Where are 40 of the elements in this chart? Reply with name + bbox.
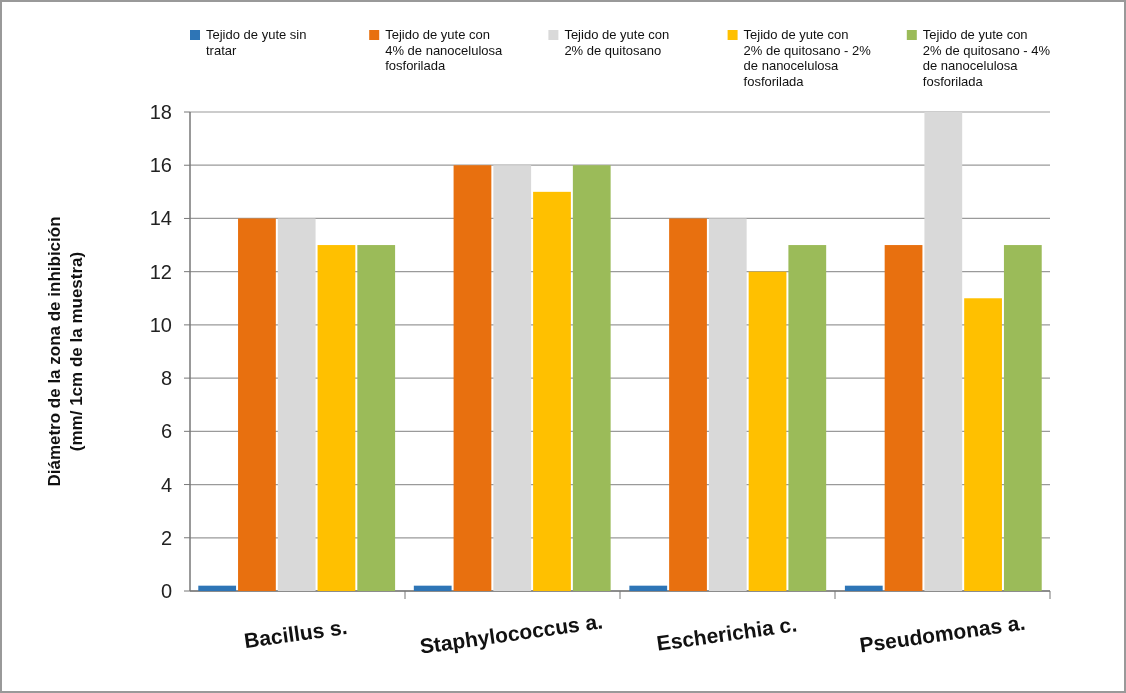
bar bbox=[964, 298, 1002, 591]
legend-label: Tejido de yute con 4% de nanocelulosa fosforilada bbox=[385, 27, 504, 74]
legend-label: Tejido de yute sin tratar bbox=[206, 27, 307, 58]
y-tick-label: 16 bbox=[149, 154, 172, 177]
bar bbox=[317, 245, 356, 591]
bar bbox=[844, 585, 883, 591]
y-tick-label: 4 bbox=[160, 473, 172, 496]
bar bbox=[493, 165, 532, 591]
bar bbox=[884, 245, 923, 591]
bar bbox=[453, 165, 492, 591]
bar bbox=[708, 218, 747, 591]
x-tick-label: Bacillus s. bbox=[242, 614, 349, 653]
y-tick-label: 2 bbox=[160, 526, 172, 549]
bar bbox=[572, 165, 611, 591]
y-tick-label: 0 bbox=[160, 580, 172, 602]
bar bbox=[533, 191, 571, 591]
bar bbox=[238, 218, 276, 591]
y-tick-label: 6 bbox=[160, 420, 172, 443]
bar bbox=[198, 585, 237, 591]
x-tick-label: Pseudomonas a. bbox=[858, 610, 1027, 657]
bar bbox=[277, 218, 316, 591]
y-tick-label: 10 bbox=[149, 313, 172, 336]
y-tick-label: 8 bbox=[160, 367, 172, 390]
bar bbox=[357, 245, 396, 591]
bar bbox=[629, 585, 668, 591]
x-tick-label: Staphylococcus a. bbox=[418, 609, 605, 658]
legend-label: Tejido de yute con 2% de quitosano - 4% de nanocelulosa fosforilada bbox=[922, 27, 1051, 89]
legend-label: Tejido de yute con 2% de quitosano bbox=[564, 27, 670, 58]
y-axis-title: Diámetro de la zona de inhibición (mm/ 1cm de la muestra) bbox=[45, 216, 87, 487]
legend-label: Tejido de yute con 2% de quitosano - 2% de nanocelulosa fosforilada bbox=[743, 27, 872, 89]
bar bbox=[1003, 245, 1042, 591]
y-tick-label: 14 bbox=[149, 207, 172, 230]
bar bbox=[924, 112, 963, 591]
y-tick-label: 12 bbox=[149, 260, 172, 283]
bar bbox=[788, 245, 827, 591]
bar bbox=[669, 218, 707, 591]
x-tick-label: Escherichia c. bbox=[655, 612, 799, 655]
y-tick-label: 18 bbox=[149, 101, 172, 123]
bar bbox=[413, 585, 452, 591]
bar bbox=[748, 271, 787, 591]
